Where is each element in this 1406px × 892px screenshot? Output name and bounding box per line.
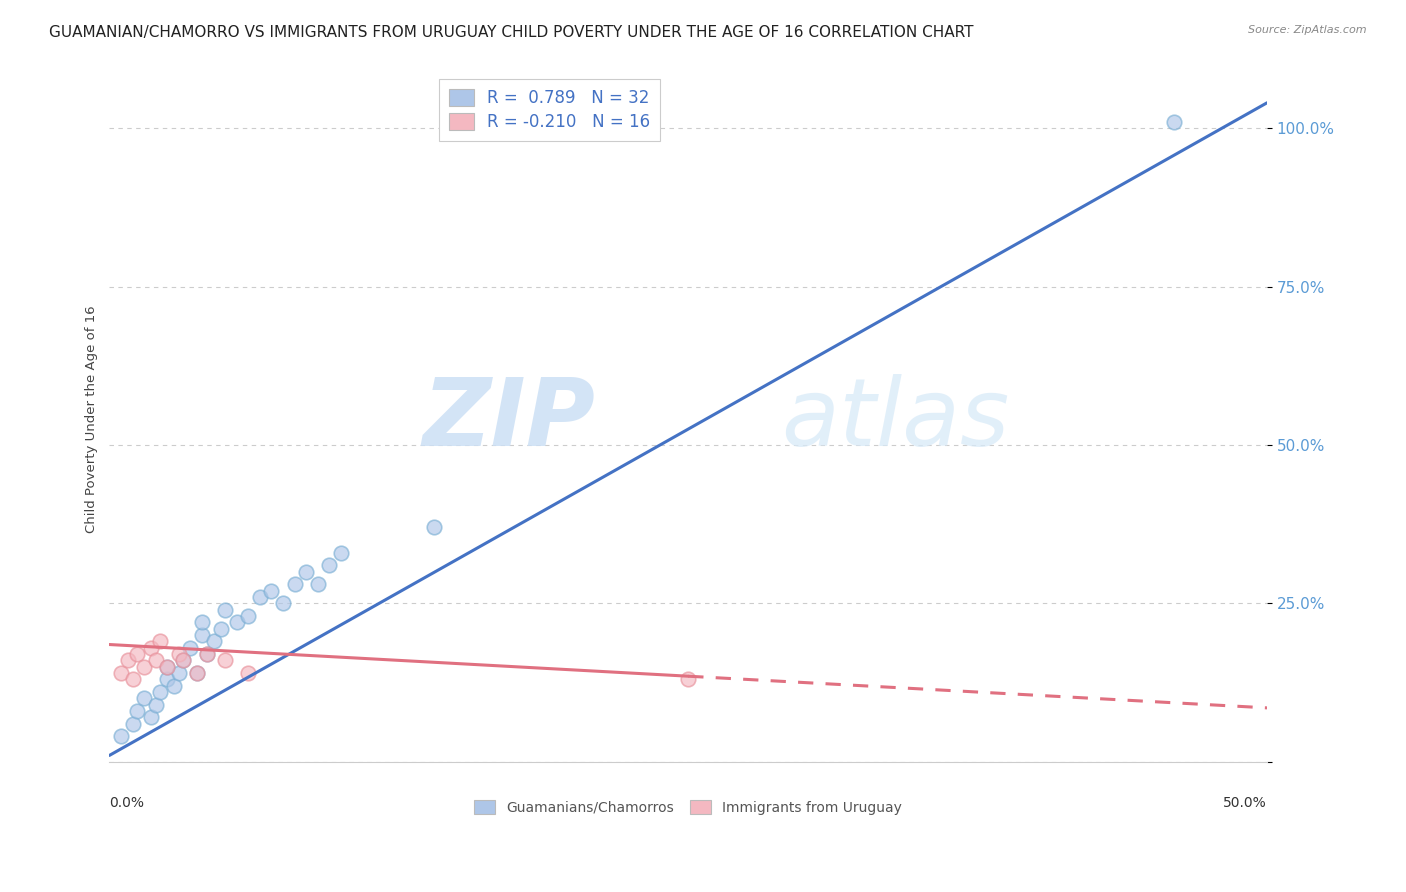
Point	[173, 653, 195, 667]
Text: Source: ZipAtlas.com: Source: ZipAtlas.com	[1249, 25, 1367, 35]
Point	[134, 691, 156, 706]
Point	[260, 583, 283, 598]
Point	[191, 628, 214, 642]
Point	[307, 577, 329, 591]
Legend: Guamanians/Chamorros, Immigrants from Uruguay: Guamanians/Chamorros, Immigrants from Ur…	[465, 792, 911, 823]
Point	[318, 558, 340, 573]
Text: 50.0%: 50.0%	[1223, 796, 1267, 810]
Point	[271, 596, 294, 610]
Point	[127, 647, 149, 661]
Point	[139, 710, 162, 724]
Point	[214, 602, 236, 616]
Point	[225, 615, 247, 630]
Point	[121, 716, 143, 731]
Point	[134, 659, 156, 673]
Point	[195, 647, 218, 661]
Point	[121, 673, 143, 687]
Point	[202, 634, 225, 648]
Point	[284, 577, 307, 591]
Point	[1163, 115, 1185, 129]
Point	[422, 520, 444, 534]
Point	[209, 622, 232, 636]
Point	[167, 666, 190, 681]
Point	[145, 698, 167, 712]
Point	[110, 666, 132, 681]
Point	[163, 679, 186, 693]
Point	[139, 640, 162, 655]
Point	[195, 647, 218, 661]
Point	[156, 659, 179, 673]
Point	[110, 730, 132, 744]
Point	[156, 673, 179, 687]
Text: GUAMANIAN/CHAMORRO VS IMMIGRANTS FROM URUGUAY CHILD POVERTY UNDER THE AGE OF 16 : GUAMANIAN/CHAMORRO VS IMMIGRANTS FROM UR…	[49, 25, 974, 40]
Point	[149, 685, 172, 699]
Point	[329, 546, 352, 560]
Point	[295, 565, 318, 579]
Text: atlas: atlas	[780, 374, 1010, 465]
Point	[179, 640, 201, 655]
Point	[249, 590, 271, 604]
Text: 0.0%: 0.0%	[110, 796, 145, 810]
Point	[145, 653, 167, 667]
Point	[676, 673, 699, 687]
Point	[149, 634, 172, 648]
Point	[186, 666, 208, 681]
Text: ZIP: ZIP	[423, 374, 596, 466]
Point	[214, 653, 236, 667]
Point	[167, 647, 190, 661]
Point	[186, 666, 208, 681]
Point	[191, 615, 214, 630]
Y-axis label: Child Poverty Under the Age of 16: Child Poverty Under the Age of 16	[86, 306, 98, 533]
Point	[117, 653, 139, 667]
Point	[173, 653, 195, 667]
Point	[238, 666, 260, 681]
Point	[238, 609, 260, 624]
Point	[156, 659, 179, 673]
Point	[127, 704, 149, 718]
